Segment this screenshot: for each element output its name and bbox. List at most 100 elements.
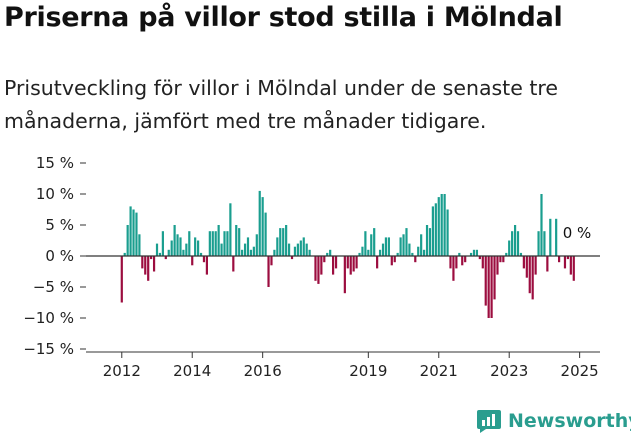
bar [129,206,132,256]
bar [226,231,229,256]
bar [481,256,484,269]
bar [170,240,173,256]
bar [173,225,176,256]
y-tick-label: 0 % [45,247,74,265]
bar [381,243,385,256]
bar [378,249,382,256]
bar [475,249,479,256]
bar [531,256,534,300]
bar [540,194,543,256]
bar [537,231,540,256]
x-tick-label: 2019 [349,362,387,380]
bar [299,240,302,256]
bar-chart: 15 % 10 % 5 % 0 % −5 % −10 % −15 % 2012 2014 2016… [23,154,600,380]
bar [428,228,432,256]
bar [329,249,332,256]
bar [361,246,364,256]
bar [285,225,288,256]
y-tick-label: 5 % [45,216,74,234]
bar [199,252,203,256]
bar [425,225,429,256]
bar [469,252,473,256]
bar [519,252,523,256]
bar [167,249,170,256]
bar [267,256,270,287]
bar [258,190,261,256]
bar [367,249,370,256]
bar [308,249,311,256]
bar [232,256,235,272]
bar [138,234,141,256]
bar [434,203,437,256]
bar [290,256,294,260]
bar [179,237,182,256]
bar [449,256,452,269]
bar [417,246,420,256]
bar [223,231,226,256]
bar [376,256,379,269]
bar [317,256,320,284]
bar [323,256,326,263]
bar [211,231,214,256]
bar [147,256,150,281]
bar [396,252,399,256]
bar [261,197,264,256]
x-tick-label: 2016 [244,362,282,380]
bar [534,256,537,275]
bar [296,243,299,256]
bar [255,234,258,256]
bar [411,252,414,256]
bar [235,225,238,256]
bar [241,249,244,256]
bar [332,256,335,275]
bar [214,231,217,256]
bar [293,246,297,256]
bar [384,237,388,256]
bar [349,256,352,275]
bar [549,218,552,256]
bar [132,209,135,256]
bar [464,256,467,263]
bar [555,218,558,256]
y-tick-label: −5 % [33,278,74,296]
bar [246,237,250,256]
bar [205,256,208,275]
y-tick-label: −10 % [23,309,74,327]
bar [164,256,167,260]
x-tick-label: 2014 [173,362,211,380]
bar [185,243,188,256]
bar [287,243,291,256]
bar [511,231,514,256]
bar [399,237,402,256]
bar [252,246,255,256]
bar [238,228,241,256]
bar [314,256,317,281]
bar [273,249,276,256]
bar [461,256,464,266]
bar [302,237,305,256]
bar [373,228,376,256]
bar [387,237,390,256]
last-value-label: 0 % [563,224,592,242]
brand-name: Newsworthy [508,410,631,432]
bar [346,256,349,269]
bar [326,252,329,256]
bar [126,225,129,256]
bar [152,256,156,272]
bar [405,228,408,256]
bar [141,256,144,269]
bar [182,249,185,256]
bar [563,256,567,269]
bar [208,231,211,256]
bar [264,212,267,256]
bar [202,256,206,263]
bar [546,256,549,272]
bar [150,256,153,260]
bar [431,206,434,256]
bar [229,203,232,256]
bar [496,256,499,275]
bar [558,256,561,263]
bar [352,256,355,272]
bar [370,234,373,256]
bar [505,252,508,256]
